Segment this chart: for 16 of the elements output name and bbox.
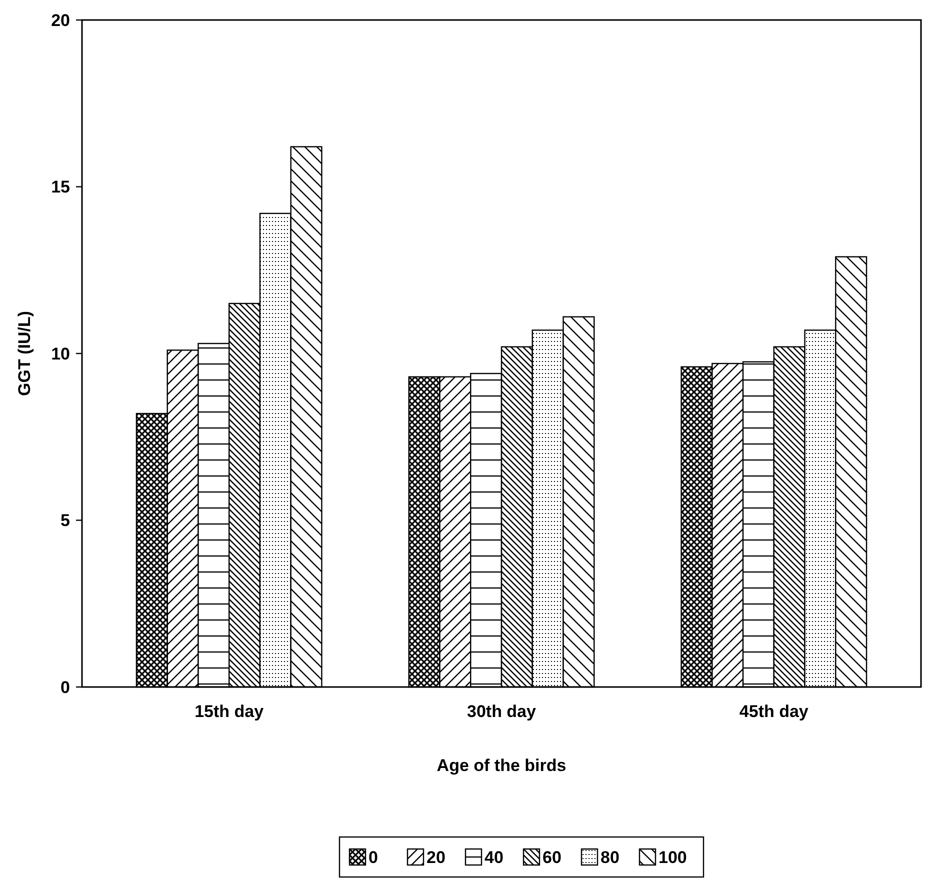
y-tick-label: 20 (51, 10, 70, 30)
legend-label: 20 (426, 848, 446, 867)
x-tick-label: 45th day (739, 702, 809, 721)
x-tick-label: 15th day (194, 702, 264, 721)
legend-label: 40 (484, 848, 504, 867)
y-tick-label: 15 (51, 178, 70, 197)
x-axis-title: Age of the birds (436, 756, 566, 775)
y-tick-label: 10 (51, 344, 70, 364)
legend-label: 60 (542, 848, 562, 867)
x-tick-label: 30th day (467, 702, 537, 721)
legend-label: 100 (658, 848, 687, 867)
y-axis-title: GGT (IU/L) (15, 311, 34, 396)
y-tick-label: 0 (60, 678, 70, 697)
y-tick-label: 5 (60, 511, 70, 530)
legend-label: 0 (368, 848, 378, 867)
legend-label: 80 (600, 848, 620, 867)
